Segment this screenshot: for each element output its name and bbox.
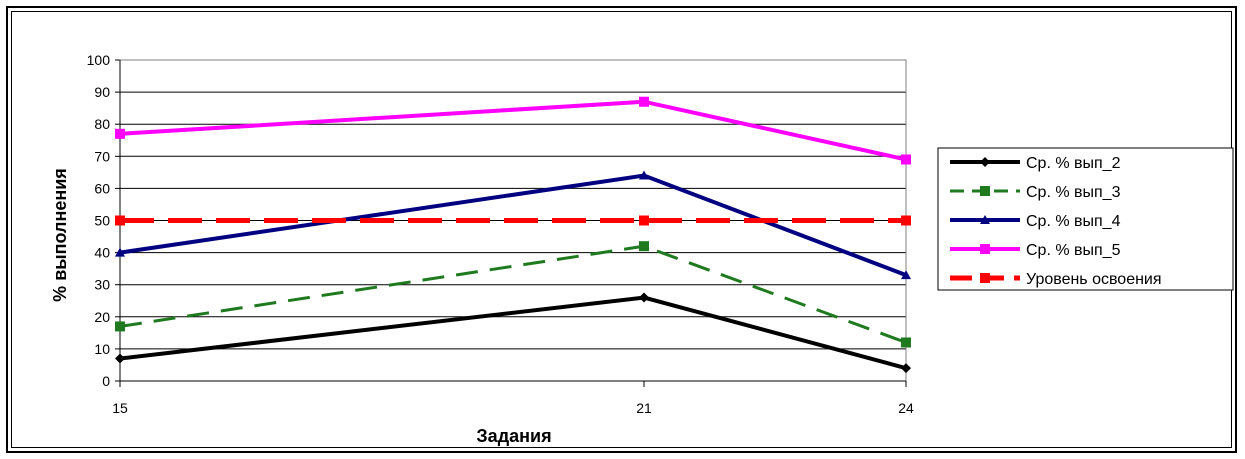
x-tick-labels: 15 21 24 bbox=[112, 381, 914, 416]
data-point bbox=[980, 215, 990, 224]
data-point bbox=[115, 321, 125, 332]
data-point bbox=[901, 154, 911, 165]
legend-label: Ср. % вып_2 bbox=[1026, 155, 1121, 172]
data-point bbox=[901, 363, 911, 374]
legend-item: Ср. % вып_4 bbox=[950, 213, 1121, 230]
y-tick-label: 60 bbox=[94, 180, 110, 196]
data-point bbox=[901, 337, 911, 348]
data-point bbox=[115, 353, 125, 364]
data-point bbox=[901, 215, 911, 226]
y-tick-label: 30 bbox=[94, 277, 110, 293]
data-point bbox=[980, 244, 990, 254]
y-tick-label: 50 bbox=[94, 213, 110, 229]
legend-label: Ср. % вып_3 bbox=[1026, 184, 1121, 201]
y-tick-label: 90 bbox=[94, 84, 110, 100]
x-tick-label: 15 bbox=[112, 400, 128, 416]
legend-item: Уровень освоения bbox=[950, 271, 1162, 288]
y-tick-label: 40 bbox=[94, 245, 110, 261]
y-tick-label: 20 bbox=[94, 309, 110, 325]
data-point bbox=[980, 273, 990, 283]
y-axis-label: % выполнения bbox=[50, 168, 70, 302]
legend: Ср. % вып_2 Ср. % вып_3 Ср. % вып_4 Ср. % в… bbox=[937, 147, 1234, 291]
series-1 bbox=[115, 292, 911, 374]
y-tick-label: 0 bbox=[102, 373, 110, 389]
series-line bbox=[119, 99, 907, 162]
data-point bbox=[639, 241, 649, 252]
y-tick-labels: 0 10 20 30 40 50 60 70 80 90 100 bbox=[87, 52, 111, 389]
data-point bbox=[639, 215, 649, 226]
legend-item: Ср. % вып_3 bbox=[950, 184, 1121, 201]
series-line bbox=[119, 173, 907, 277]
data-point bbox=[115, 128, 125, 139]
legend-item: Ср. % вып_5 bbox=[950, 242, 1121, 259]
data-point bbox=[901, 270, 911, 280]
y-tick-label: 100 bbox=[87, 52, 111, 68]
data-point bbox=[639, 170, 649, 180]
x-axis-label: Задания bbox=[476, 426, 551, 446]
data-point bbox=[980, 157, 990, 167]
legend-label: Ср. % вып_4 bbox=[1026, 213, 1121, 230]
series-3 bbox=[115, 170, 911, 280]
y-tick-label: 70 bbox=[94, 148, 110, 164]
legend-label: Уровень освоения bbox=[1026, 271, 1162, 288]
y-tick-label: 10 bbox=[94, 341, 110, 357]
series-2 bbox=[115, 241, 911, 348]
legend-item: Ср. % вып_2 bbox=[950, 155, 1121, 172]
data-point bbox=[639, 96, 649, 107]
data-point bbox=[639, 292, 649, 303]
series-line bbox=[119, 244, 907, 344]
data-point bbox=[980, 186, 990, 196]
x-tick-label: 24 bbox=[898, 400, 914, 416]
series-5 bbox=[115, 215, 911, 226]
series-group bbox=[115, 96, 911, 374]
y-tick-label: 80 bbox=[94, 116, 110, 132]
series-4 bbox=[115, 96, 911, 165]
data-point bbox=[115, 215, 125, 226]
legend-label: Ср. % вып_5 bbox=[1026, 242, 1121, 259]
x-tick-label: 21 bbox=[636, 400, 652, 416]
data-point bbox=[115, 247, 125, 257]
